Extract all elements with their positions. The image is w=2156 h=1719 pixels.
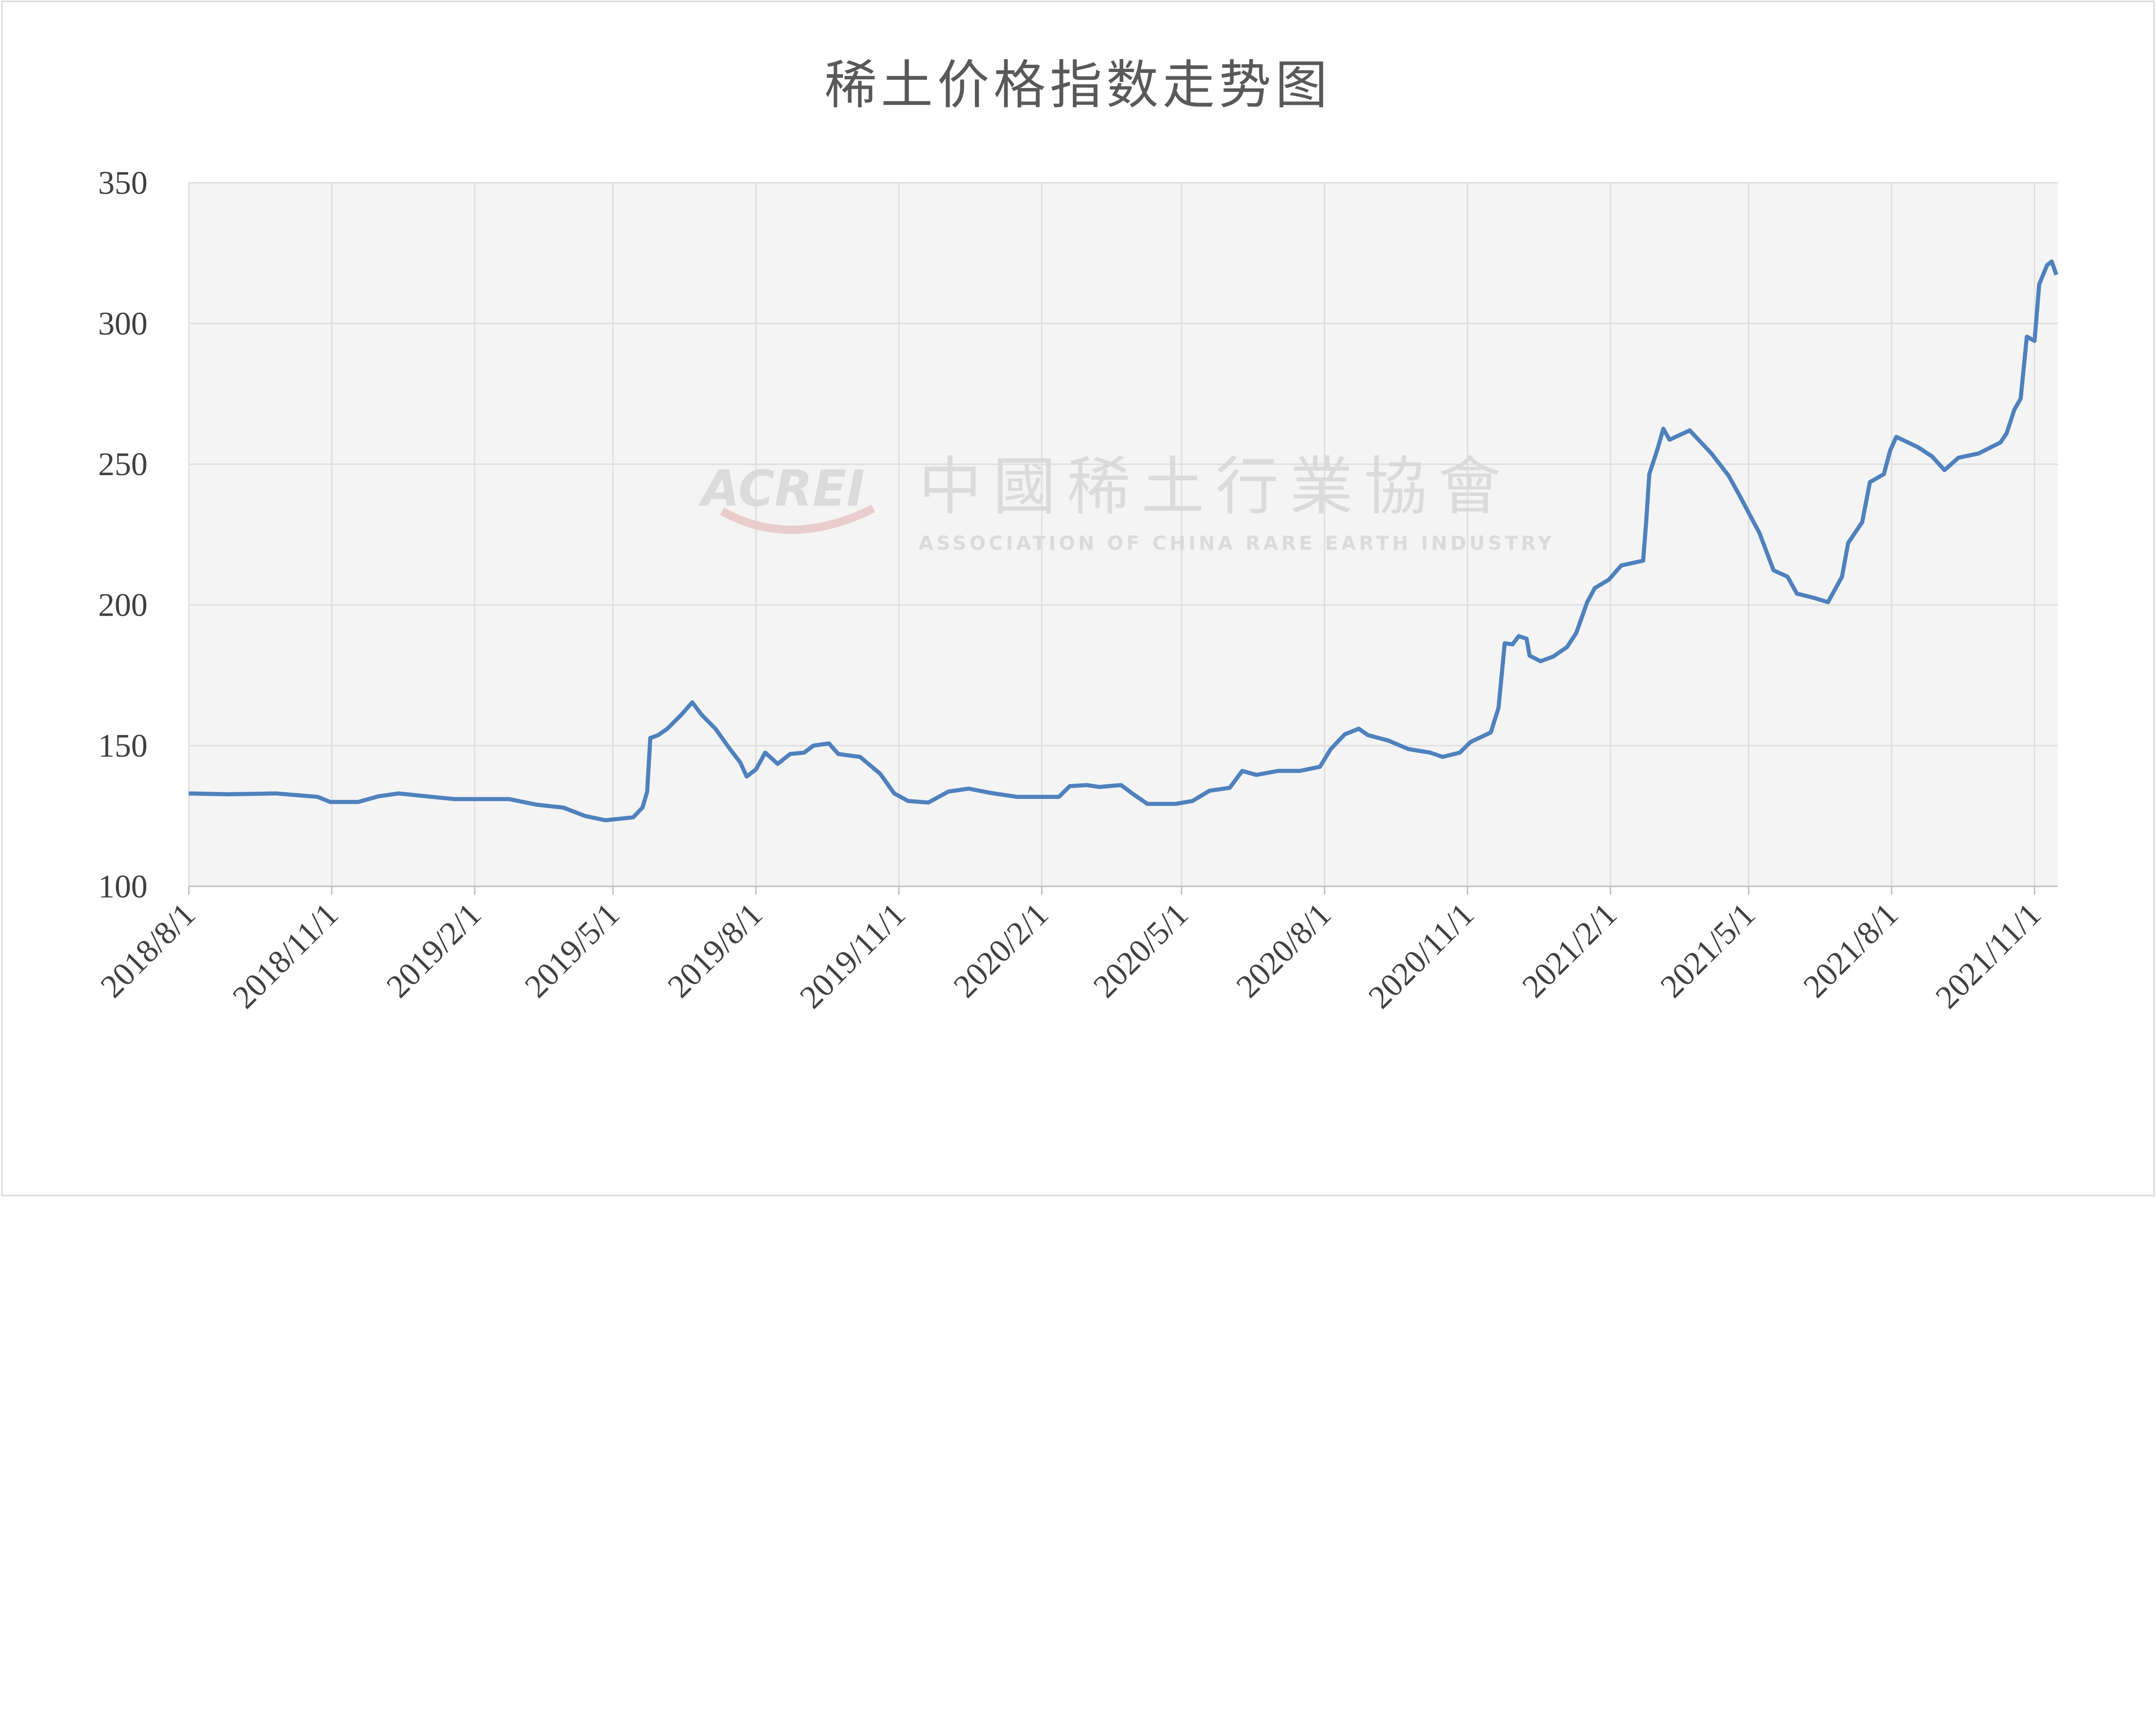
gridlines — [188, 182, 2058, 887]
y-tick-label: 300 — [98, 305, 148, 342]
watermark-name: 中國稀土行業協會 — [918, 450, 1512, 523]
y-tick-label: 250 — [98, 446, 148, 482]
watermark-logo: ACREI — [698, 460, 865, 518]
watermark: ACREI 中國稀土行業協會 ASSOCIATION OF CHINA RARE… — [698, 450, 1554, 554]
chart-title: 稀土价格指数走势图 — [824, 55, 1332, 116]
series-line — [188, 259, 2059, 823]
y-tick-label: 200 — [98, 587, 148, 623]
y-tick-label: 100 — [98, 868, 148, 905]
watermark-subtitle: ASSOCIATION OF CHINA RARE EARTH INDUSTRY — [918, 532, 1554, 554]
y-tick-label: 150 — [98, 727, 148, 764]
plot-area — [188, 182, 2058, 886]
y-axis-ticks: 100 150 200 250 300 350 — [98, 164, 148, 905]
watermark-swoosh-icon — [720, 504, 875, 534]
y-tick-label: 350 — [98, 164, 148, 201]
rare-earth-price-index-chart: 稀土价格指数走势图 ACREI 中國稀土行業協會 ASSOCIATION OF … — [1, 0, 2155, 1196]
